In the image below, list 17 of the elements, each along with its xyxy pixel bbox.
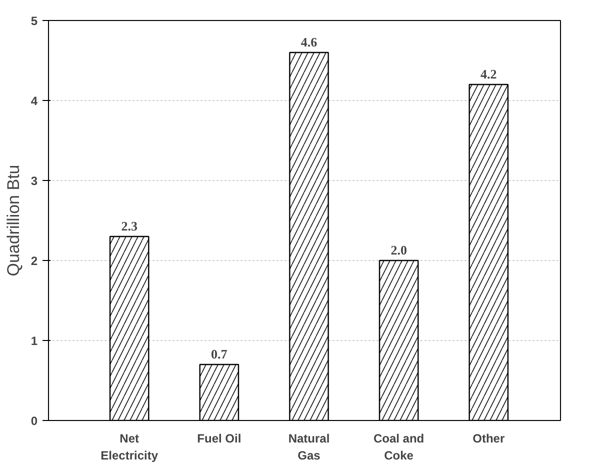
data-label: 0.7 bbox=[211, 346, 228, 362]
data-label: 2.0 bbox=[390, 242, 407, 258]
x-tick-label: Other bbox=[472, 432, 505, 446]
x-tick-label: Net Electricity bbox=[100, 432, 158, 462]
y-tick-label: 0 bbox=[30, 414, 38, 428]
y-tick-label: 1 bbox=[30, 334, 38, 348]
data-label: 2.3 bbox=[121, 218, 138, 234]
y-tick-label: 3 bbox=[30, 174, 38, 188]
x-tick-label: Coal and Coke bbox=[373, 432, 424, 462]
y-axis-title: Quadrillion Btu bbox=[4, 164, 23, 276]
y-tick-label: 5 bbox=[30, 14, 38, 28]
data-label: 4.6 bbox=[300, 34, 318, 50]
y-tick-label: 2 bbox=[30, 254, 38, 268]
x-tick-label: Natural Gas bbox=[288, 432, 330, 462]
y-tick-label: 4 bbox=[30, 94, 38, 108]
data-label: 4.2 bbox=[480, 66, 497, 82]
x-tick-label: Fuel Oil bbox=[197, 432, 242, 446]
